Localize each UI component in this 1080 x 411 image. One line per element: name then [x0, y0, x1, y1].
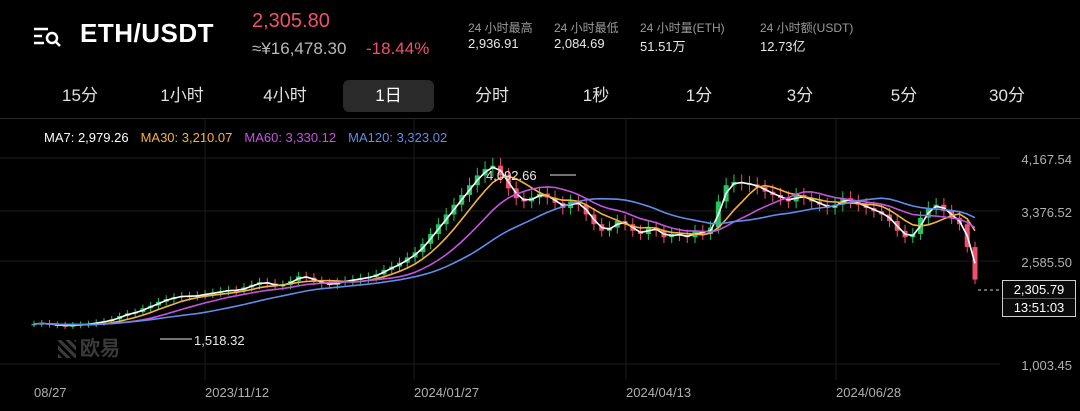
x-tick: 2024/06/28: [836, 385, 902, 400]
okx-logo-icon: [58, 340, 76, 358]
tab-5m[interactable]: 5分: [890, 86, 918, 105]
tab-1m[interactable]: 1分: [685, 86, 713, 105]
tab-1d[interactable]: 1日: [343, 80, 434, 112]
ma-legend: MA7: 2,979.26 MA30: 3,210.07 MA60: 3,330.1…: [44, 130, 459, 145]
countdown-label: 13:51:03: [1003, 298, 1075, 316]
x-tick: 08/27: [34, 385, 67, 400]
change-percent: -18.44%: [366, 39, 430, 58]
tab-4h[interactable]: 4小时: [263, 86, 307, 105]
tab-1h[interactable]: 1小时: [160, 86, 204, 105]
ma-line-ma120: [33, 197, 976, 326]
stat-value-volume: 51.51万: [640, 39, 686, 54]
chart-area[interactable]: [0, 118, 1080, 411]
stat-label-volume: 24 小时量(ETH): [640, 21, 725, 35]
x-tick: 2024/04/13: [626, 385, 692, 400]
last-price: 2,305.80: [252, 10, 330, 32]
pair-title[interactable]: ETH/USDT: [80, 18, 214, 48]
tab-line[interactable]: 分时: [475, 86, 509, 105]
watermark: 欧易: [58, 332, 120, 361]
y-tick: 1,003.45: [1021, 358, 1072, 373]
tab-15m[interactable]: 15分: [62, 86, 98, 105]
tab-30m[interactable]: 30分: [989, 86, 1025, 105]
ma7-label: MA7: 2,979.26: [44, 130, 129, 145]
ma-line-ma60: [33, 186, 976, 326]
y-tick: 3,376.52: [1021, 205, 1072, 220]
candle-body: [31, 323, 37, 326]
ma-line-ma30: [33, 175, 976, 326]
ma120-label: MA120: 3,323.02: [348, 130, 448, 145]
candlestick-chart: [0, 118, 1002, 380]
current-price-box: 2,305.79 13:51:03: [1002, 280, 1076, 317]
candle-body: [972, 247, 978, 280]
ma30-label: MA30: 3,210.07: [140, 130, 233, 145]
y-tick: 4,167.54: [1021, 152, 1072, 167]
menu-search-icon[interactable]: [32, 24, 62, 48]
stat-value-high: 2,936.91: [468, 36, 519, 51]
y-tick: 2,585.50: [1021, 255, 1072, 270]
stat-label-low: 24 小时最低: [554, 21, 619, 35]
ma60-label: MA60: 3,330.12: [244, 130, 337, 145]
ma-line-ma7: [33, 166, 976, 327]
stat-value-turnover: 12.73亿: [760, 39, 806, 54]
x-tick: 2024/01/27: [414, 385, 480, 400]
stat-value-low: 2,084.69: [554, 36, 605, 51]
low-annotation: 1,518.32: [194, 333, 245, 348]
current-price-label: 2,305.79: [1013, 282, 1065, 297]
tab-3m[interactable]: 3分: [786, 86, 814, 105]
tab-1s[interactable]: 1秒: [582, 86, 610, 105]
x-tick: 2023/11/12: [205, 385, 270, 400]
stat-label-turnover: 24 小时额(USDT): [760, 21, 854, 35]
stat-label-high: 24 小时最高: [468, 21, 533, 35]
high-annotation: 4,092.66: [486, 168, 537, 183]
cny-price: ≈¥16,478.30: [252, 39, 347, 58]
